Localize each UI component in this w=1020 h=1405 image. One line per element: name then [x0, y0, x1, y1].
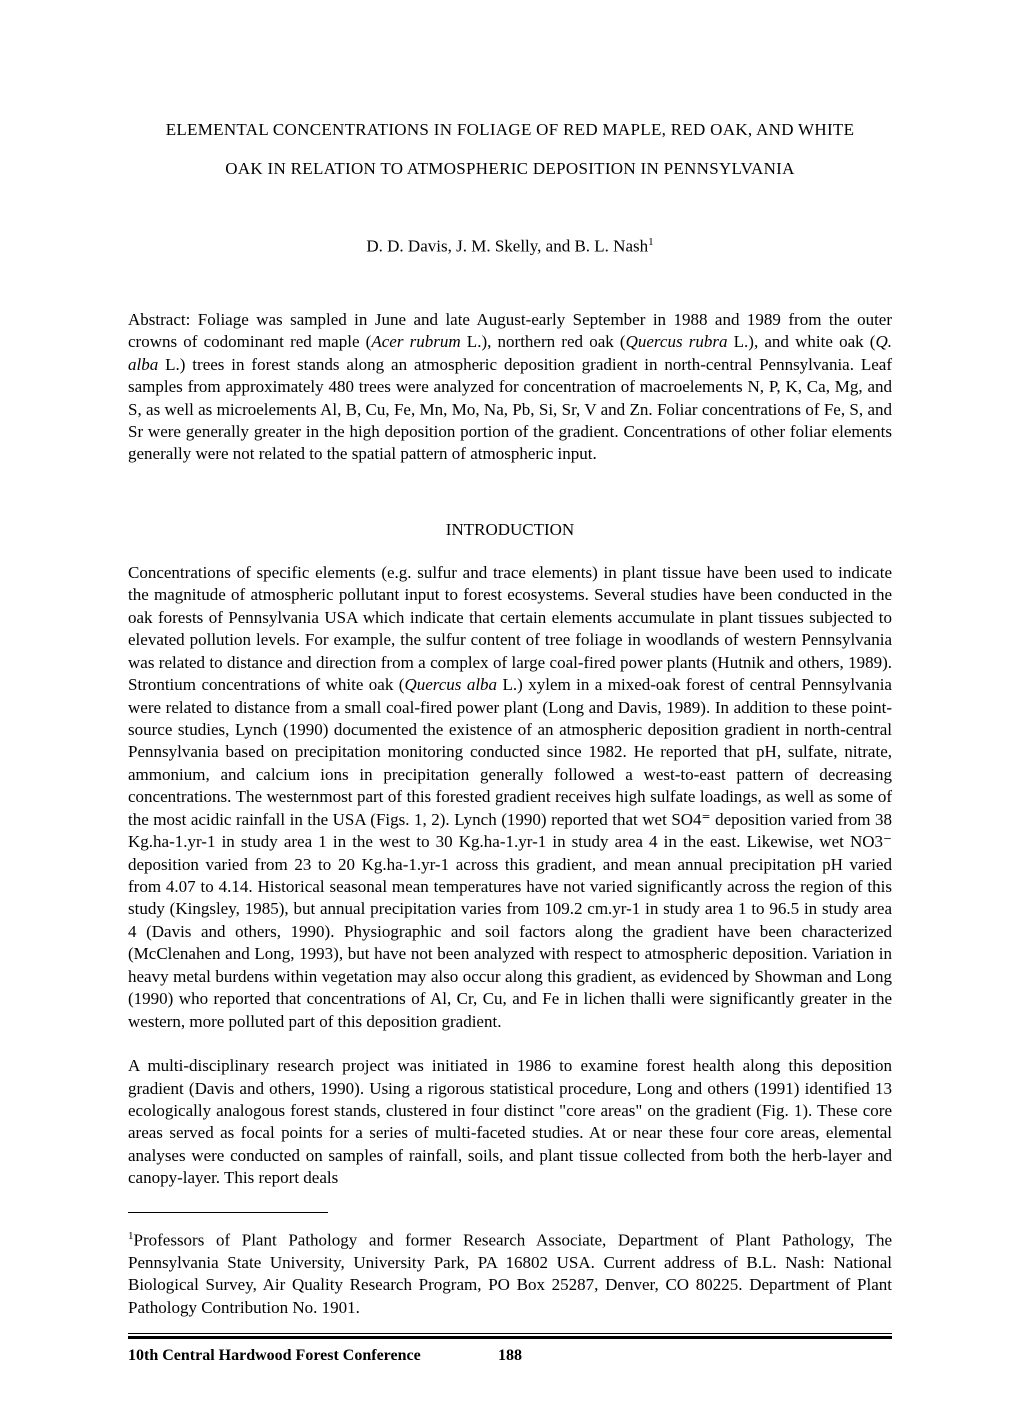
abstract-text-3: L.), and white oak (: [727, 332, 875, 351]
para1-text-b: L.) xylem in a mixed-oak forest of centr…: [128, 675, 892, 1031]
authors-line: D. D. Davis, J. M. Skelly, and B. L. Nas…: [128, 236, 892, 257]
footer-rule-thin: [128, 1333, 892, 1334]
authors-text: D. D. Davis, J. M. Skelly, and B. L. Nas…: [366, 237, 648, 256]
introduction-paragraph-2: A multi-disciplinary research project wa…: [128, 1055, 892, 1190]
section-heading-introduction: INTRODUCTION: [128, 520, 892, 540]
abstract-text-4: L.) trees in forest stands along an atmo…: [128, 355, 892, 464]
introduction-paragraph-1: Concentrations of specific elements (e.g…: [128, 562, 892, 1033]
footer-conference: 10th Central Hardwood Forest Conference: [128, 1347, 421, 1365]
abstract: Abstract: Foliage was sampled in June an…: [128, 309, 892, 466]
footer-rule-thick: [128, 1336, 892, 1339]
footnote-separator: [128, 1212, 328, 1213]
abstract-label: Abstract:: [128, 310, 190, 329]
page-footer: 10th Central Hardwood Forest Conference …: [128, 1347, 892, 1365]
footnote: 1Professors of Plant Pathology and forme…: [128, 1229, 892, 1319]
title-line-2: OAK IN RELATION TO ATMOSPHERIC DEPOSITIO…: [128, 149, 892, 188]
species-italic-4: Quercus alba: [404, 675, 497, 694]
species-italic-1: Acer rubrum: [371, 332, 460, 351]
authors-superscript: 1: [648, 236, 654, 248]
species-italic-2: Quercus rubra: [626, 332, 728, 351]
title-line-1: ELEMENTAL CONCENTRATIONS IN FOLIAGE OF R…: [128, 110, 892, 149]
footnote-text: Professors of Plant Pathology and former…: [128, 1230, 892, 1316]
document-title: ELEMENTAL CONCENTRATIONS IN FOLIAGE OF R…: [128, 110, 892, 188]
footer-page-number: 188: [498, 1347, 522, 1365]
abstract-text-2: L.), northern red oak (: [461, 332, 626, 351]
